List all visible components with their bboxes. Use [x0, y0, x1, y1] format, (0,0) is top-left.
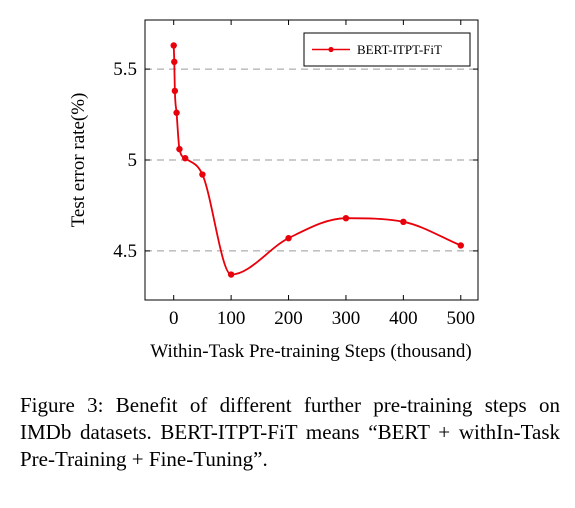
data-point [199, 171, 206, 178]
data-point [285, 234, 292, 242]
axis-ticks: 4.5 5 5.5 0 100 200 300 400 500 [113, 20, 478, 329]
data-point [176, 145, 183, 153]
y-tick-label: 5 [128, 150, 138, 171]
y-tick-label: 5.5 [113, 59, 137, 80]
x-tick-label: 100 [217, 308, 246, 329]
grid-lines [145, 68, 478, 252]
legend-marker-swatch [328, 46, 334, 53]
data-point [227, 271, 235, 278]
x-tick-label: 500 [447, 308, 476, 329]
data-point [170, 42, 177, 49]
x-axis-title: Within-Task Pre-training Steps (thousand… [150, 341, 471, 362]
line-chart: 4.5 5 5.5 0 100 200 300 400 500 Within-Task Pre-… [68, 19, 479, 362]
x-tick-label: 0 [169, 308, 179, 329]
x-tick-label: 200 [274, 308, 303, 329]
data-point [171, 87, 179, 95]
x-tick-label: 400 [389, 308, 418, 329]
data-point [342, 214, 350, 222]
data-point [181, 154, 189, 162]
data-point [173, 109, 180, 116]
x-tick-label: 300 [332, 308, 361, 329]
data-point [457, 242, 464, 249]
legend: BERT-ITPT-FiT [303, 32, 471, 67]
y-axis-title: Test error rate(%) [68, 93, 89, 228]
legend-label: BERT-ITPT-FiT [357, 42, 442, 57]
y-tick-label: 4.5 [113, 241, 137, 262]
data-point [400, 218, 407, 226]
data-point [171, 58, 178, 66]
figure-caption: Figure 3: Benefit of different further p… [20, 393, 560, 471]
series-markers [170, 42, 464, 278]
